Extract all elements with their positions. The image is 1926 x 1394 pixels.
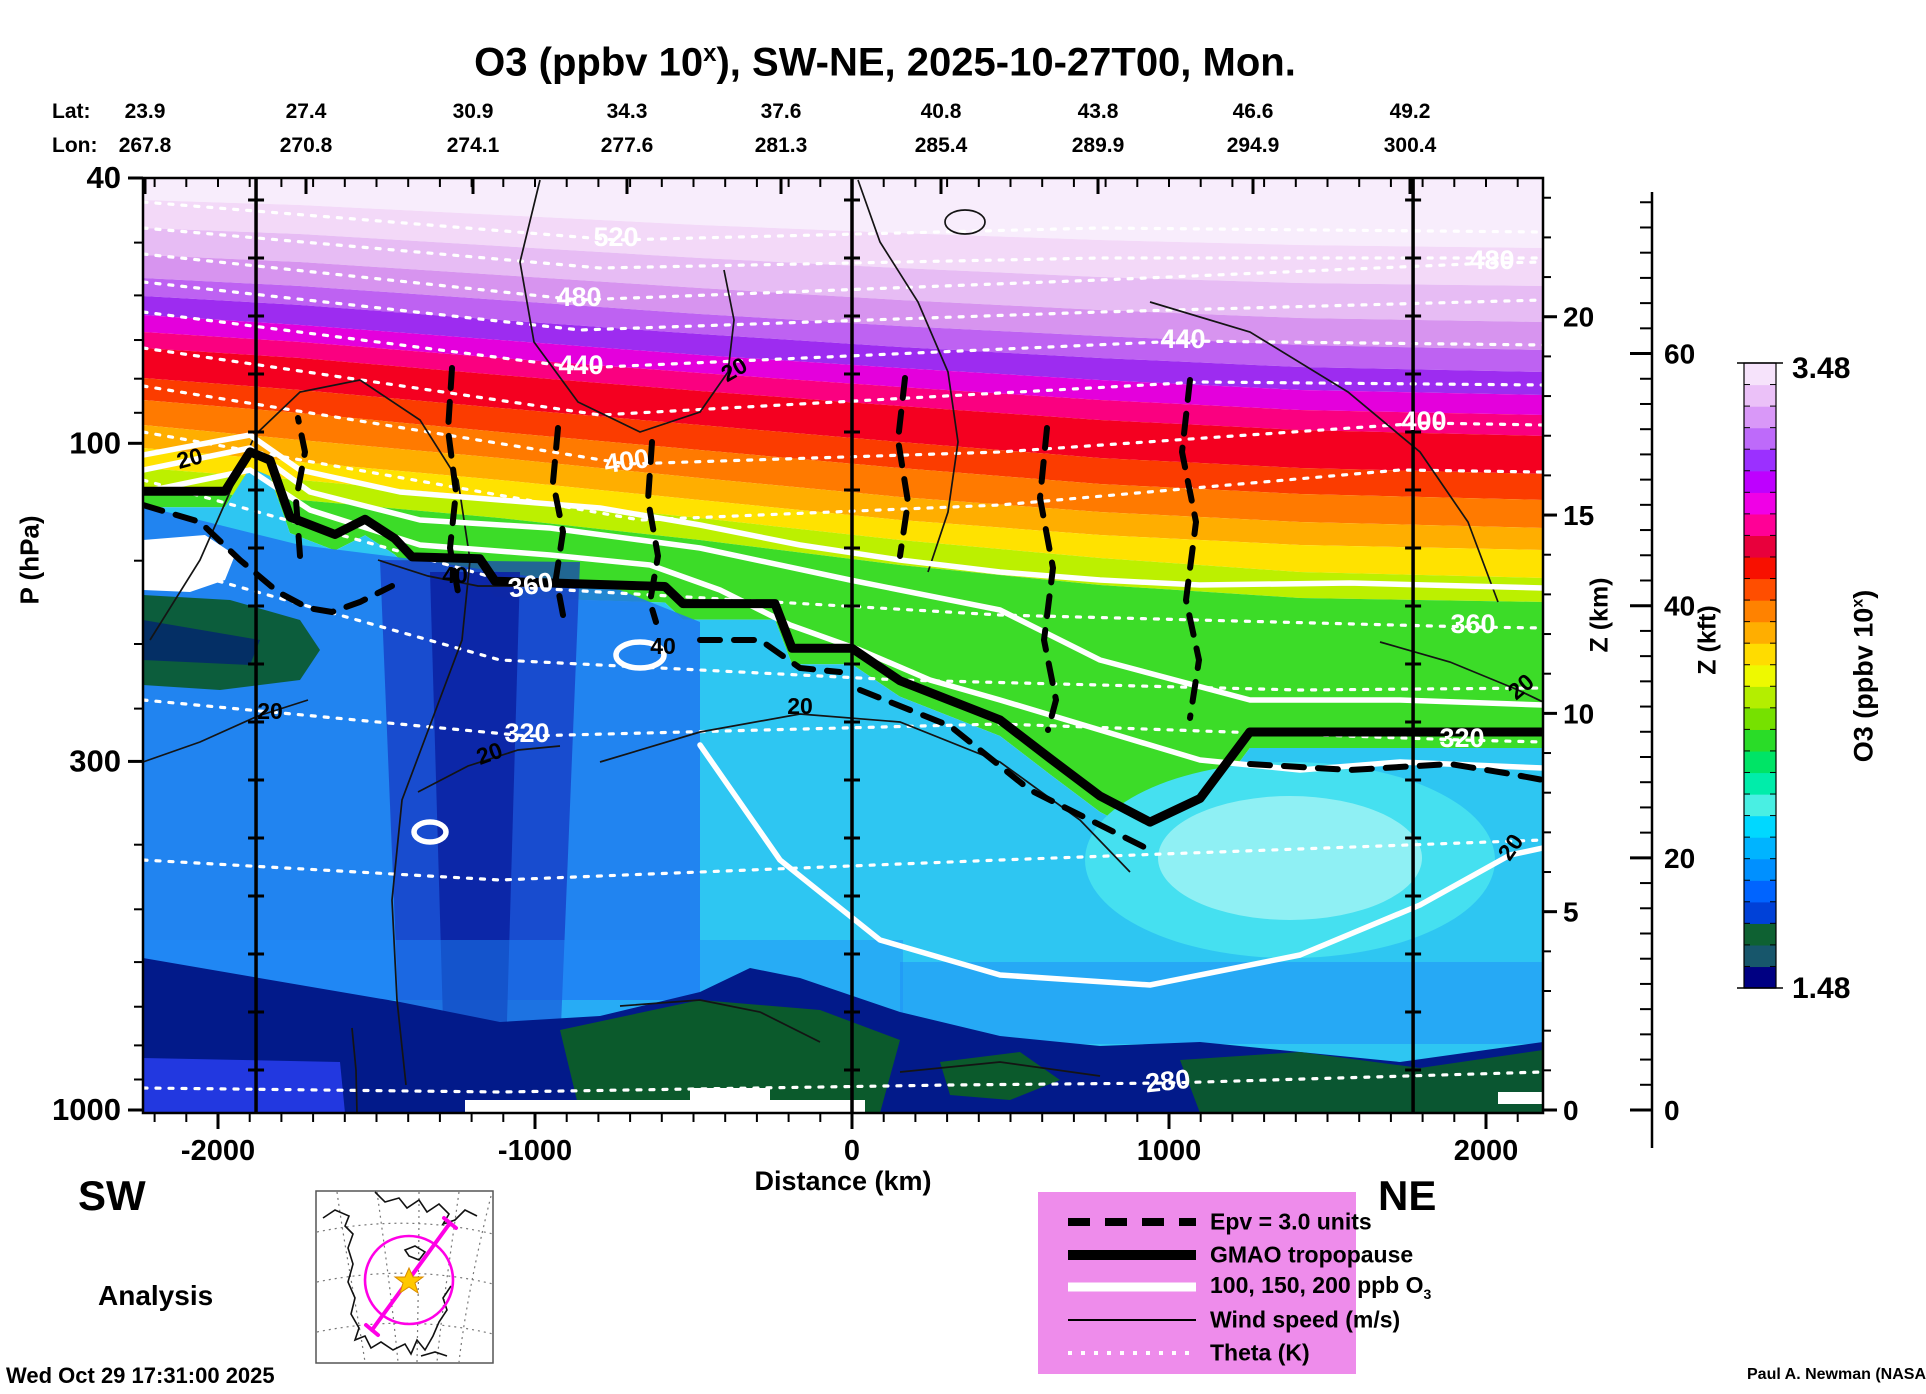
map-location-star bbox=[393, 1266, 425, 1295]
contour-label: 20 bbox=[787, 693, 813, 719]
lat-value: 23.9 bbox=[124, 100, 166, 123]
contour-label: 320 bbox=[1439, 723, 1484, 753]
legend-line-sample-dotted-white bbox=[1068, 1351, 1196, 1355]
ne-endpoint-label: NE bbox=[1378, 1172, 1437, 1219]
x-axis-tick-label: 0 bbox=[844, 1135, 860, 1167]
x-axis-tick-label: 1000 bbox=[1137, 1135, 1202, 1167]
analysis-label: Analysis bbox=[98, 1280, 214, 1311]
legend-item-label: Theta (K) bbox=[1210, 1339, 1310, 1366]
z-km-axis-title: Z (km) bbox=[1585, 577, 1614, 653]
legend-item-label: Epv = 3.0 units bbox=[1210, 1208, 1372, 1235]
sw-endpoint-label: SW bbox=[78, 1172, 146, 1219]
epv-contour bbox=[143, 365, 1543, 853]
contour-label: 480 bbox=[1469, 245, 1514, 275]
z-km-tick-label: 15 bbox=[1563, 500, 1594, 531]
lat-value: 49.2 bbox=[1389, 100, 1431, 123]
lon-value: 270.8 bbox=[279, 134, 333, 157]
lat-value: 30.9 bbox=[452, 100, 494, 123]
contour-label: 400 bbox=[1401, 406, 1446, 436]
lat-value: 40.8 bbox=[920, 100, 962, 123]
x-axis-tick-label: -2000 bbox=[181, 1135, 255, 1167]
p-axis-tick-label: 300 bbox=[69, 743, 121, 778]
legend-line-sample-thin-black bbox=[1068, 1319, 1196, 1321]
plot-border bbox=[141, 176, 1545, 1115]
page-title: O3 (ppbv 10x), SW-NE, 2025-10-27T00, Mon… bbox=[474, 40, 1296, 85]
map-inset bbox=[315, 1190, 494, 1364]
legend-item: GMAO tropopause bbox=[1038, 1242, 1413, 1268]
legend-item-label: Wind speed (m/s) bbox=[1210, 1306, 1401, 1333]
gmao-tropopause-line bbox=[143, 447, 1543, 827]
lon-value: 300.4 bbox=[1383, 134, 1437, 157]
lon-value: 289.9 bbox=[1071, 134, 1125, 157]
z-kft-tick-label: 0 bbox=[1664, 1095, 1680, 1126]
x-axis-tick-label: 2000 bbox=[1454, 1135, 1519, 1167]
contour-label: 20 bbox=[257, 698, 283, 724]
lat-value: 34.3 bbox=[606, 100, 648, 123]
legend-item: Epv = 3.0 units bbox=[1038, 1209, 1372, 1235]
z-kft-tick-label: 60 bbox=[1664, 339, 1695, 370]
contour-label: 520 bbox=[593, 222, 638, 252]
legend-line-sample-dashed-black bbox=[1068, 1218, 1196, 1226]
lat-value: 43.8 bbox=[1077, 100, 1119, 123]
lon-value: 274.1 bbox=[446, 134, 500, 157]
z-kft-tick-label: 20 bbox=[1664, 843, 1695, 874]
contour-label: 480 bbox=[556, 282, 601, 312]
z-km-tick-label: 0 bbox=[1563, 1095, 1579, 1126]
z-km-tick-label: 5 bbox=[1563, 897, 1579, 928]
contour-label: 360 bbox=[1450, 609, 1495, 639]
lon-value: 267.8 bbox=[118, 134, 172, 157]
contour-label: 440 bbox=[1160, 324, 1205, 354]
x-axis-tick-label: -1000 bbox=[498, 1135, 572, 1167]
contour-label: 400 bbox=[602, 443, 651, 479]
legend-item-label: GMAO tropopause bbox=[1210, 1241, 1414, 1268]
contour-label: 320 bbox=[504, 718, 549, 748]
z-kft-axis-title: Z (kft) bbox=[1693, 605, 1722, 675]
lat-row-label: Lat: bbox=[52, 100, 91, 123]
legend-line-sample-thick-white bbox=[1068, 1282, 1196, 1292]
legend: Epv = 3.0 units GMAO tropopause 100, 150, … bbox=[1038, 1192, 1431, 1374]
credit: Paul A. Newman (NASA bbox=[1747, 1366, 1926, 1383]
z-kft-tick-label: 40 bbox=[1664, 591, 1695, 622]
map-range-circle bbox=[363, 1234, 455, 1326]
plot-field bbox=[143, 178, 1543, 1113]
lon-value: 294.9 bbox=[1226, 134, 1280, 157]
theta-contours bbox=[143, 200, 1543, 1094]
legend-item: Wind speed (m/s) bbox=[1038, 1307, 1400, 1333]
z-km-tick-label: 20 bbox=[1563, 302, 1594, 333]
p-axis-tick-label: 1000 bbox=[52, 1092, 121, 1127]
timestamp: Wed Oct 29 17:31:00 2025 bbox=[6, 1363, 275, 1388]
colorbar bbox=[1737, 362, 1783, 989]
title-superscript: x bbox=[703, 40, 717, 67]
contour-label: 280 bbox=[1144, 1064, 1192, 1099]
legend-item: Theta (K) bbox=[1038, 1340, 1356, 1366]
map-coastline bbox=[322, 1191, 478, 1357]
lon-value: 281.3 bbox=[754, 134, 808, 157]
lon-value: 285.4 bbox=[914, 134, 968, 157]
lat-value: 37.6 bbox=[760, 100, 802, 123]
lat-value: 46.6 bbox=[1232, 100, 1274, 123]
y-axis-title: P (hPa) bbox=[14, 515, 45, 605]
legend-item: 100, 150, 200 ppb O3 bbox=[1038, 1272, 1431, 1302]
legend-line-sample-thick-black bbox=[1068, 1250, 1196, 1260]
lon-row-label: Lon: bbox=[52, 134, 98, 157]
lat-value: 27.4 bbox=[285, 100, 327, 123]
legend-item-label: 100, 150, 200 ppb O3 bbox=[1210, 1272, 1432, 1302]
contour-label: 440 bbox=[558, 350, 603, 380]
axes bbox=[128, 176, 1654, 1148]
p-axis-tick-label: 100 bbox=[69, 425, 121, 460]
colorbar-title: O3 (ppbv 10x) bbox=[1848, 589, 1879, 763]
x-axis-title: Distance (km) bbox=[754, 1166, 932, 1196]
lon-value: 277.6 bbox=[600, 134, 654, 157]
contour-label: 40 bbox=[442, 562, 468, 588]
colorbar-max-value: 3.48 bbox=[1792, 352, 1851, 385]
colorbar-min-value: 1.48 bbox=[1792, 972, 1851, 1005]
vertical-reference-lines bbox=[248, 178, 1422, 1113]
axis-tick-labels: 40 100 300 1000 -2000 -1000 0 1000 2000 0 5 10 15 20 0… bbox=[52, 160, 1695, 1167]
z-km-tick-label: 10 bbox=[1563, 698, 1594, 729]
contour-label: 40 bbox=[650, 633, 676, 659]
map-graticule bbox=[316, 1191, 494, 1363]
p-axis-tick-label: 40 bbox=[87, 160, 121, 195]
